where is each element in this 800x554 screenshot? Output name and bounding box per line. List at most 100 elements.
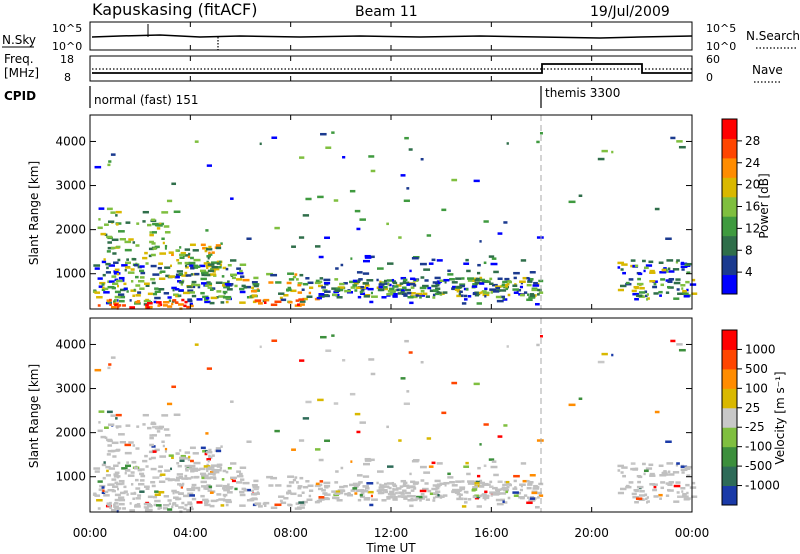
power-cell <box>479 240 482 243</box>
power-cell <box>152 273 160 276</box>
power-cell <box>150 253 156 257</box>
power-cell <box>663 267 667 270</box>
power-cell <box>383 279 388 283</box>
power-cell <box>649 269 655 273</box>
velocity-cell <box>431 461 436 465</box>
velocity-cell <box>536 343 540 347</box>
velocity-cell <box>145 465 149 468</box>
power-cell <box>104 233 108 237</box>
power-cell <box>520 259 527 262</box>
power-cell <box>324 290 331 293</box>
velocity-cell <box>165 477 170 481</box>
power-cell <box>124 268 127 272</box>
power-cell <box>211 265 218 269</box>
velocity-cell <box>378 488 384 492</box>
velocity-cell <box>513 479 517 483</box>
velocity-cell <box>147 504 153 508</box>
velocity-cell <box>206 484 211 487</box>
velocity-cell <box>531 491 538 495</box>
velocity-cell <box>663 470 667 473</box>
power-cell <box>208 282 213 286</box>
power-cell <box>187 255 191 259</box>
velocity-cell <box>236 474 244 478</box>
power-cell <box>442 291 448 294</box>
power-cell <box>666 259 674 262</box>
power-cell <box>319 280 323 284</box>
power-cell <box>101 283 105 286</box>
power-cell <box>115 210 122 214</box>
velocity-cell <box>234 487 238 491</box>
power-cell <box>667 285 671 289</box>
power-cell <box>305 197 312 201</box>
power-cell <box>419 286 427 290</box>
power-cell <box>456 290 461 293</box>
velocity-cell <box>176 462 180 465</box>
power-cell <box>391 280 397 283</box>
velocity-cell <box>142 413 149 417</box>
velocity-cell <box>427 489 432 493</box>
velocity-cell <box>186 488 192 492</box>
power-cell <box>199 264 206 268</box>
power-cell <box>221 284 226 287</box>
power-cell <box>208 253 213 256</box>
power-cell <box>335 287 341 290</box>
power-cell <box>369 300 374 304</box>
power-cell <box>94 267 100 270</box>
power-cell <box>128 238 134 241</box>
velocity-cell <box>173 496 179 499</box>
velocity-cell <box>192 452 199 455</box>
power-cell <box>386 222 389 226</box>
power-cell <box>278 292 285 295</box>
velocity-cell <box>683 498 690 501</box>
velocity-colorbar-label: Velocity [m s⁻¹] <box>773 371 787 464</box>
velocity-cell <box>205 499 210 503</box>
velocity-cell <box>109 506 112 510</box>
power-cell <box>106 299 112 302</box>
velocity-cell <box>153 503 157 507</box>
velocity-cell <box>459 487 465 491</box>
velocity-cell <box>254 502 262 505</box>
power-cell <box>322 294 329 297</box>
velocity-cell <box>319 480 324 483</box>
velocity-cell <box>463 501 468 504</box>
power-cell <box>475 277 480 281</box>
power-cell <box>239 269 243 273</box>
velocity-cell <box>117 461 121 465</box>
power-cell <box>148 247 154 251</box>
power-cell <box>171 182 177 186</box>
velocity-cell <box>407 494 413 498</box>
velocity-cell <box>184 467 187 471</box>
velocity-cell <box>100 435 106 439</box>
velocity-cell <box>210 499 218 503</box>
power-cell <box>502 280 508 284</box>
power-cell <box>274 300 282 304</box>
power-cell <box>100 232 106 236</box>
velocity-cell <box>184 464 191 468</box>
power-cell <box>263 298 270 302</box>
power-cell <box>102 286 105 289</box>
power-cell <box>205 264 212 268</box>
velocity-cell <box>439 496 443 499</box>
velocity-cell <box>439 494 442 498</box>
velocity-cell <box>513 474 520 478</box>
velocity-cell <box>404 339 409 343</box>
velocity-cell <box>172 502 177 505</box>
power-cell <box>409 269 412 273</box>
velocity-cell <box>97 507 101 510</box>
power-cell <box>322 289 328 292</box>
velocity-cell <box>452 488 456 492</box>
power-cell <box>216 262 221 265</box>
velocity-cell <box>174 491 180 494</box>
velocity-cell <box>227 466 232 470</box>
power-cell <box>158 287 165 291</box>
velocity-cell <box>343 485 348 488</box>
power-cell <box>676 259 680 262</box>
power-cell <box>645 264 653 267</box>
velocity-colorbar <box>722 330 737 506</box>
y-tick-label: 3000 <box>55 382 86 396</box>
power-cell <box>189 243 196 247</box>
velocity-cell <box>115 448 121 452</box>
power-cell <box>240 275 245 278</box>
velocity-cell <box>190 469 195 473</box>
power-cell <box>401 289 405 292</box>
